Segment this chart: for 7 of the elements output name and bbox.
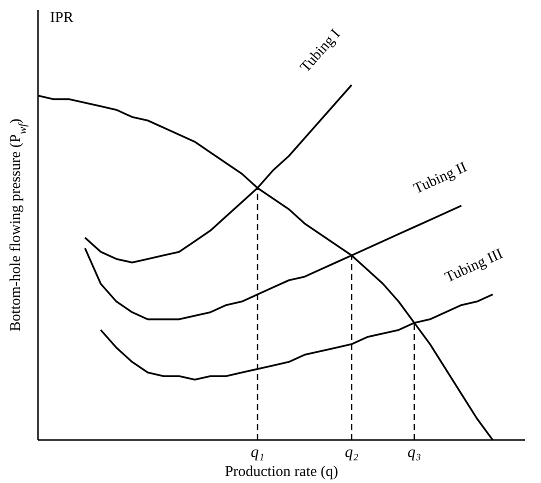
- x-tick-label: q₁: [250, 444, 264, 461]
- x-tick-label: q₃: [408, 444, 422, 461]
- text: Tubing II: [411, 159, 470, 198]
- x-tick-label: q₂: [344, 444, 359, 461]
- text: IPR: [50, 10, 74, 26]
- text: Tubing III: [442, 246, 506, 286]
- x-axis-title: Production rate (q): [224, 464, 338, 480]
